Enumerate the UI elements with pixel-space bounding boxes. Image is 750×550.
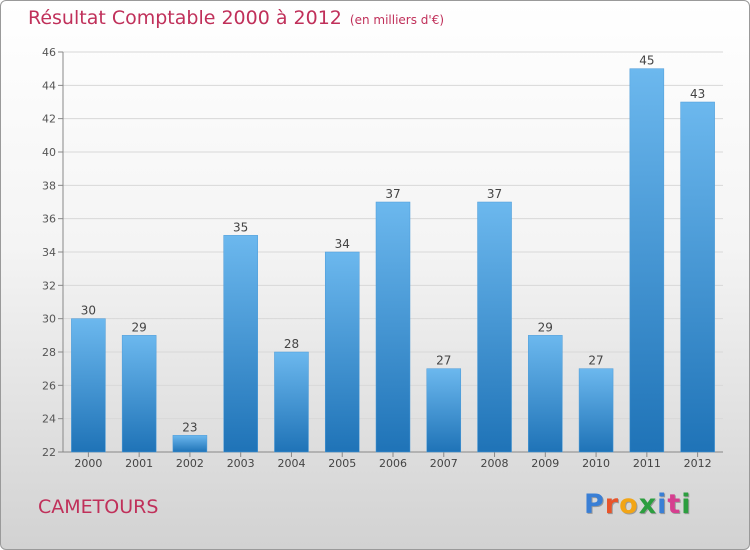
x-tick-label: 2008 xyxy=(481,457,509,470)
x-tick-label: 2000 xyxy=(74,457,102,470)
labels: 22 24 26 28 30 32 34 36 38 40 42 44 46 30 2000 29 2001 23… xyxy=(42,46,712,470)
x-tick-label: 2003 xyxy=(227,457,255,470)
chart-subtitle: (en milliers d'€) xyxy=(349,13,445,27)
proxiti-logo[interactable]: Proxiti xyxy=(584,489,692,520)
bar-value-label: 29 xyxy=(132,320,147,334)
logo-letter: i xyxy=(657,489,668,520)
bar-value-label: 27 xyxy=(436,354,451,368)
bar-2010 xyxy=(578,368,614,453)
y-tick-label: 34 xyxy=(42,246,56,259)
bar-value-label: 23 xyxy=(182,420,197,434)
x-tick-label: 2006 xyxy=(379,457,407,470)
bar-2008 xyxy=(477,201,512,453)
x-tick-label: 2012 xyxy=(684,457,712,470)
bar-2007 xyxy=(426,368,462,453)
bar-2004 xyxy=(274,351,309,453)
x-tick-label: 2007 xyxy=(430,457,458,470)
y-tick-label: 36 xyxy=(42,213,56,226)
bar-value-label: 35 xyxy=(233,220,248,234)
logo-letter: i xyxy=(681,489,692,520)
bar-2012 xyxy=(680,101,715,453)
y-tick-label: 40 xyxy=(42,146,56,159)
bar-value-label: 37 xyxy=(487,187,502,201)
bar-2000 xyxy=(71,318,106,453)
chart-title-text: Résultat Comptable 2000 à 2012 xyxy=(28,7,342,29)
y-tick-label: 30 xyxy=(42,313,56,326)
chart-title: Résultat Comptable 2000 à 2012 (en millie… xyxy=(28,7,444,29)
x-tick-label: 2005 xyxy=(328,457,356,470)
bar-value-label: 34 xyxy=(335,237,350,251)
x-tick-label: 2001 xyxy=(125,457,153,470)
y-tick-label: 38 xyxy=(42,179,56,192)
bar-2011 xyxy=(629,68,665,453)
y-tick-label: 32 xyxy=(42,279,56,292)
bar-value-label: 29 xyxy=(538,320,553,334)
logo-letter: t xyxy=(667,489,682,520)
bar-value-label: 37 xyxy=(385,187,400,201)
x-tick-label: 2009 xyxy=(531,457,559,470)
city-name: CAMETOURS xyxy=(38,496,159,518)
y-tick-label: 22 xyxy=(42,446,56,459)
y-tick-label: 26 xyxy=(42,379,56,392)
y-tick-label: 42 xyxy=(42,113,56,126)
x-tick-label: 2011 xyxy=(633,457,661,470)
y-tick-label: 44 xyxy=(42,79,56,92)
y-tick-label: 28 xyxy=(42,346,56,359)
bar-2003 xyxy=(223,235,258,453)
logo-letter: o xyxy=(619,489,639,520)
x-tick-label: 2010 xyxy=(582,457,610,470)
logo-letter: P xyxy=(584,489,605,520)
bar-value-label: 45 xyxy=(639,54,654,68)
bar-2005 xyxy=(324,251,360,453)
bar-value-label: 43 xyxy=(690,87,705,101)
x-tick-label: 2004 xyxy=(277,457,305,470)
logo-letter: x xyxy=(638,489,658,520)
logo-letter: r xyxy=(604,489,620,520)
bar-value-label: 30 xyxy=(81,304,96,318)
y-tick-label: 46 xyxy=(42,46,56,59)
y-tick-label: 24 xyxy=(42,413,56,426)
x-tick-label: 2002 xyxy=(176,457,204,470)
bars xyxy=(71,68,715,453)
bar-2002 xyxy=(172,435,208,453)
bar-2006 xyxy=(375,201,411,453)
bar-2001 xyxy=(121,335,157,453)
bar-value-label: 28 xyxy=(284,337,299,351)
bar-2009 xyxy=(528,335,563,453)
bar-value-label: 27 xyxy=(588,354,603,368)
